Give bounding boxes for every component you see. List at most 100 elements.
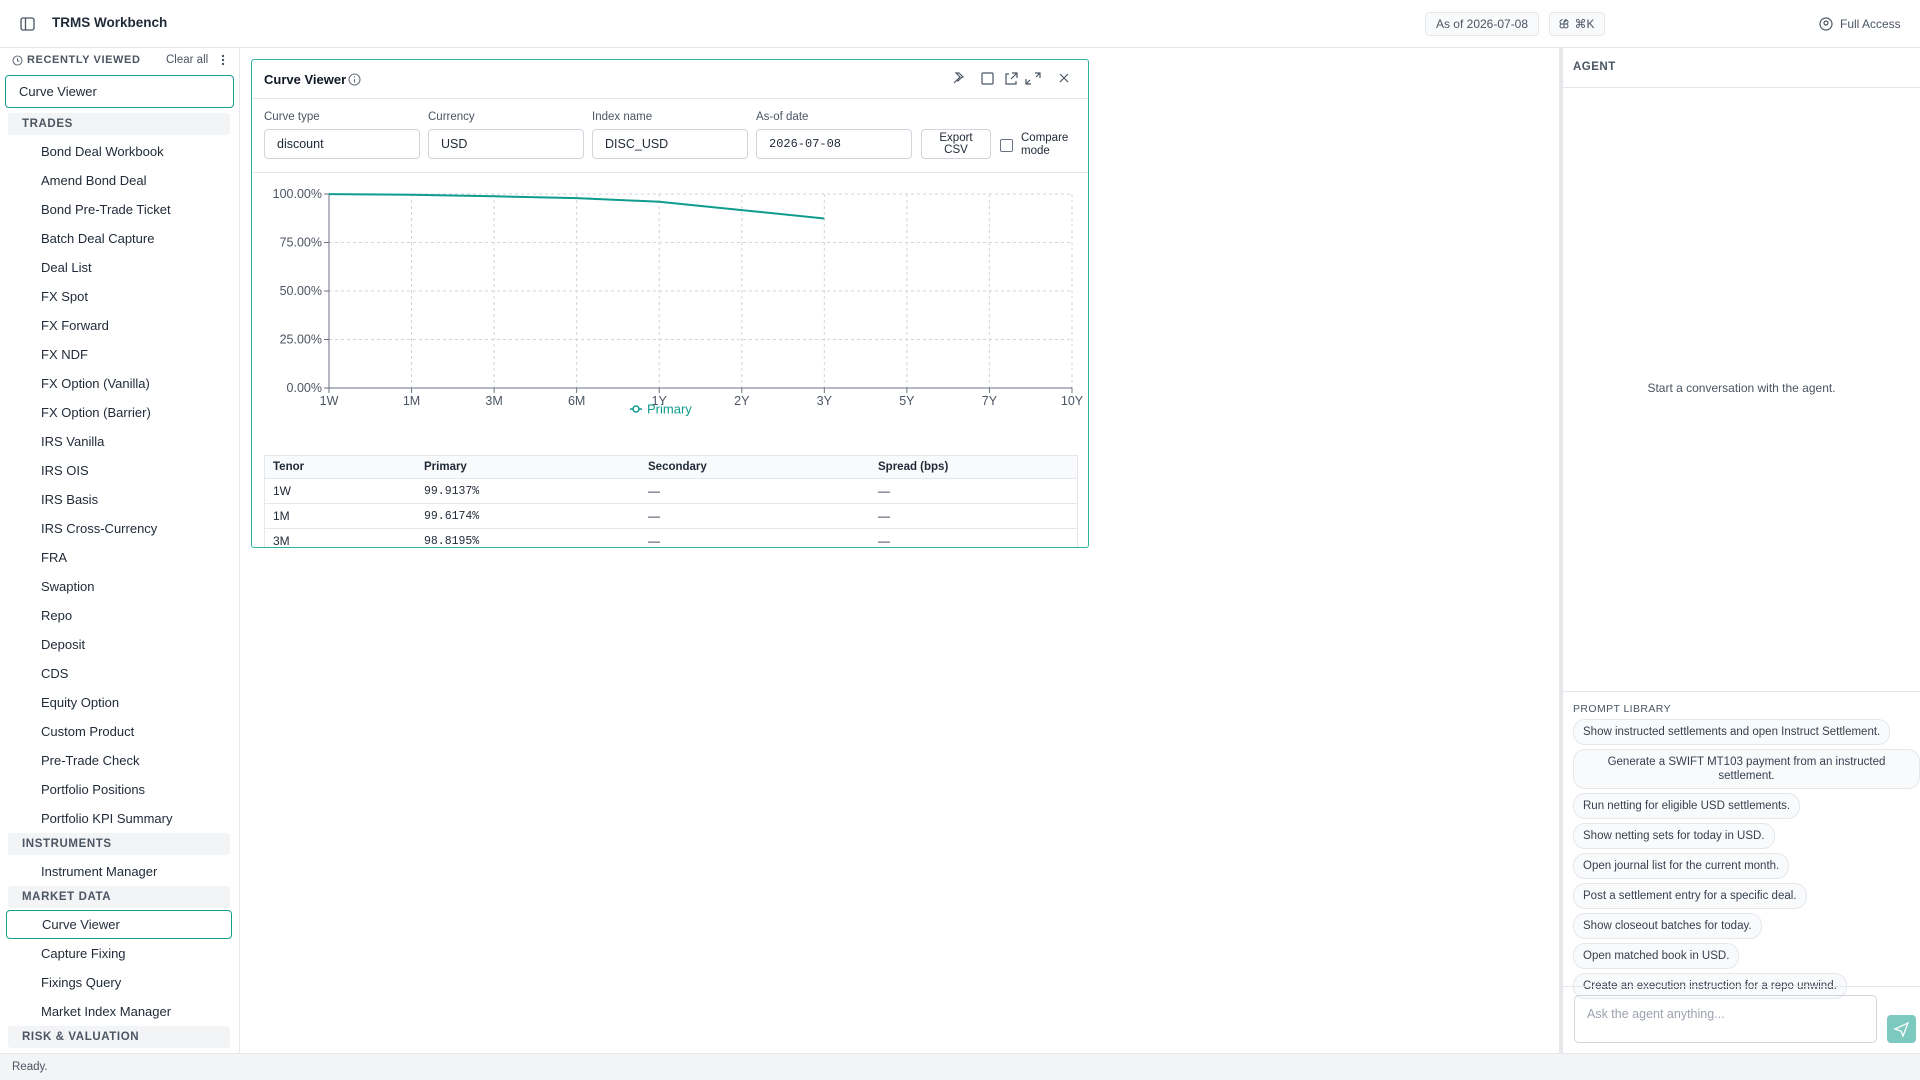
nav-item[interactable]: Amend Bond Deal (6, 166, 232, 195)
section-title: TRADES (22, 118, 73, 130)
nav-item[interactable]: IRS Basis (6, 485, 232, 514)
prompt-chip[interactable]: Show closeout batches for today. (1573, 913, 1762, 939)
nav-label: FRA (41, 550, 67, 565)
nav-label: Swaption (41, 579, 95, 594)
nav-item[interactable]: Instrument Manager (6, 857, 232, 886)
field-input[interactable]: discount (264, 129, 420, 159)
nav-item[interactable]: IRS OIS (6, 456, 232, 485)
divider (252, 98, 1088, 99)
nav-label: Bond Deal Workbook (41, 144, 164, 159)
table-cell: 3M (265, 528, 416, 547)
maximize-button[interactable] (1025, 72, 1041, 85)
top-bar: TRMS Workbench As of 2026-07-08 ⌘K Full … (0, 0, 1920, 48)
field-value: USD (441, 137, 468, 151)
info-icon[interactable] (348, 73, 361, 86)
section-header[interactable]: INSTRUMENTS (8, 833, 230, 855)
nav-label: FX Forward (41, 318, 109, 333)
nav-item[interactable]: Portfolio KPI Summary (6, 804, 232, 833)
agent-input[interactable]: Ask the agent anything... (1574, 995, 1877, 1043)
popout-button[interactable] (1005, 72, 1018, 85)
nav-label: Equity Option (41, 695, 120, 710)
nav-item[interactable]: IRS Vanilla (6, 427, 232, 456)
sidebar-toggle[interactable] (20, 17, 35, 31)
app-title: TRMS Workbench (52, 15, 168, 30)
compare-checkbox[interactable] (1000, 139, 1013, 152)
x-tick-label: 10Y (1061, 394, 1084, 408)
field-input[interactable]: USD (428, 129, 584, 159)
field-label: Currency (428, 111, 475, 123)
prompt-chip[interactable]: Post a settlement entry for a specific d… (1573, 883, 1807, 909)
x-tick-label: 1Y (652, 394, 668, 408)
table-cell: 98.8195% (416, 528, 640, 547)
nav-label: Deal List (41, 260, 92, 275)
nav-item[interactable]: Deposit (6, 630, 232, 659)
agent-title: AGENT (1573, 61, 1616, 73)
nav-item[interactable]: Repo (6, 601, 232, 630)
nav-item[interactable]: Curve Viewer (6, 910, 232, 939)
access-level[interactable]: Full Access (1840, 17, 1901, 31)
nav-item[interactable]: FX Option (Barrier) (6, 398, 232, 427)
send-button[interactable] (1887, 1015, 1916, 1043)
table-row: 1M 99.6174% — — (265, 503, 1077, 529)
prompt-chip[interactable]: Open journal list for the current month. (1573, 853, 1790, 879)
nav-item[interactable]: Batch Deal Capture (6, 224, 232, 253)
nav-label: Custom Product (41, 724, 135, 739)
prompt-chip[interactable]: Run netting for eligible USD settlements… (1573, 793, 1801, 819)
more-menu[interactable] (221, 54, 225, 66)
nav-label: Bond Pre-Trade Ticket (41, 202, 171, 217)
divider (252, 172, 1088, 173)
recent-item[interactable]: Curve Viewer (5, 75, 234, 108)
nav-label: FX Option (Vanilla) (41, 376, 150, 391)
nav-item[interactable]: Swaption (6, 572, 232, 601)
nav-item[interactable]: IRS Cross-Currency (6, 514, 232, 543)
close-button[interactable] (1059, 73, 1069, 83)
section-header[interactable]: MARKET DATA (8, 886, 230, 908)
section-header[interactable]: TRADES (8, 113, 230, 135)
section-header[interactable]: RISK & VALUATION (8, 1026, 230, 1048)
field-value: 2026-07-08 (769, 137, 842, 151)
nav-label: IRS OIS (41, 463, 89, 478)
nav-item[interactable]: Equity Option (6, 688, 232, 717)
nav-item[interactable]: FRA (6, 543, 232, 572)
nav-item[interactable]: Market Index Manager (6, 997, 232, 1026)
prompt-chip[interactable]: Generate a SWIFT MT103 payment from an i… (1573, 749, 1920, 789)
table-cell: — (640, 503, 870, 529)
field-input[interactable]: 2026-07-08 (756, 129, 912, 159)
compare-label: Compare mode (1021, 132, 1069, 157)
prompt-chip[interactable]: Open matched book in USD. (1573, 943, 1740, 969)
nav-item[interactable]: CDS (6, 659, 232, 688)
nav-item[interactable]: FX NDF (6, 340, 232, 369)
nav-item[interactable]: Portfolio Positions (6, 775, 232, 804)
table-cell: — (640, 528, 870, 547)
empty-state: Start a conversation with the agent. (1647, 381, 1836, 395)
nav-item[interactable]: FX Option (Vanilla) (6, 369, 232, 398)
x-tick-label: 1M (403, 394, 420, 408)
nav-item[interactable]: Fixings Query (6, 968, 232, 997)
clear-all[interactable]: Clear all (166, 54, 209, 66)
nav-item[interactable]: Bond Deal Workbook (6, 137, 232, 166)
nav-item[interactable]: FX Forward (6, 311, 232, 340)
nav-item[interactable]: Custom Product (6, 717, 232, 746)
nav-item[interactable]: Pre-Trade Check (6, 746, 232, 775)
table-cell: 1M (265, 503, 416, 529)
section-title: RISK & VALUATION (22, 1031, 140, 1043)
nav-item[interactable]: Capture Fixing (6, 939, 232, 968)
save-button[interactable] (981, 72, 994, 85)
table-cell: 1W (265, 478, 416, 504)
prompt-chip[interactable]: Show instructed settlements and open Ins… (1573, 719, 1891, 745)
nav-item[interactable]: FX Spot (6, 282, 232, 311)
nav-item[interactable]: Deal List (6, 253, 232, 282)
pin-button[interactable] (953, 72, 965, 84)
nav-label: Repo (41, 608, 73, 623)
field-input[interactable]: DISC_USD (592, 129, 748, 159)
nav-item[interactable]: Bond Pre-Trade Ticket (6, 195, 232, 224)
field-label: As-of date (756, 111, 809, 123)
user-icon (1819, 17, 1833, 31)
y-tick-label: 100.00% (273, 187, 322, 201)
prompt-chip[interactable]: Show netting sets for today in USD. (1573, 823, 1775, 849)
export-csv-button[interactable]: Export CSV (921, 129, 991, 159)
curve-chart: 0.00% 25.00% 50.00% 75.00% 100.00% 1W 1M 3M 6M 1Y… (273, 187, 1084, 417)
command-palette[interactable]: ⌘K (1549, 12, 1605, 36)
as-of-date[interactable]: As of 2026-07-08 (1425, 12, 1539, 36)
